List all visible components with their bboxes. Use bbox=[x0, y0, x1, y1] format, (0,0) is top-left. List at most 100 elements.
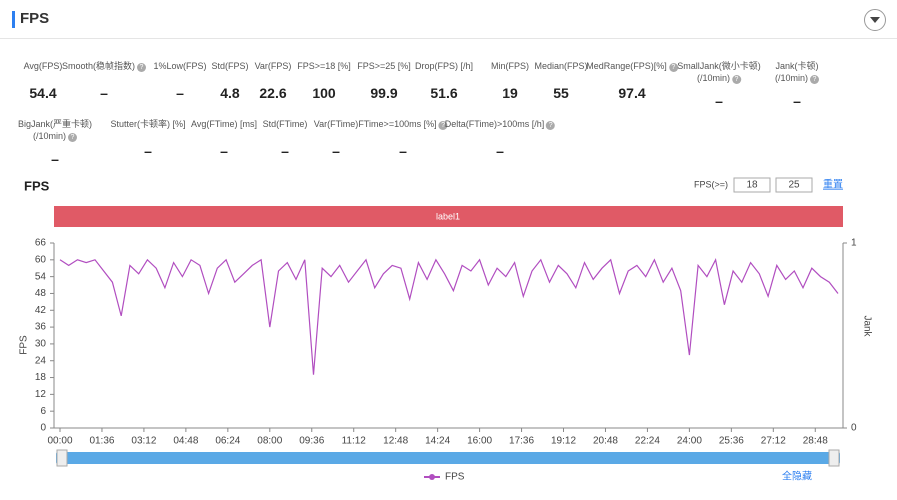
y-tick-label: 6 bbox=[40, 406, 46, 417]
stat-value: – bbox=[144, 143, 152, 159]
legend-swatch[interactable] bbox=[429, 474, 435, 480]
stat-label: Avg(FPS) bbox=[23, 61, 63, 71]
stat-value: 22.6 bbox=[259, 85, 287, 101]
stat-label: Stutter(卡顿率) [%] bbox=[110, 119, 186, 129]
band-label: label1 bbox=[436, 211, 460, 221]
stat-label: (/10min)? bbox=[18, 130, 92, 142]
help-icon[interactable]: ? bbox=[137, 63, 147, 72]
x-tick-label: 19:12 bbox=[551, 436, 576, 447]
x-tick-label: 03:12 bbox=[131, 436, 156, 447]
x-tick-label: 11:12 bbox=[342, 436, 367, 447]
stat: FPS>=18 [%] 100 bbox=[297, 60, 351, 101]
header: FPS bbox=[0, 0, 897, 39]
stat: Jank(卡顿) (/10min)? – bbox=[775, 60, 820, 109]
reset-button[interactable]: 重置 bbox=[823, 178, 843, 191]
accent bbox=[12, 11, 15, 28]
stat-value: 100 bbox=[312, 85, 336, 101]
stat-label: Std(FPS) bbox=[211, 61, 249, 71]
threshold-input[interactable] bbox=[775, 177, 813, 193]
stat-label: FPS>=18 [%] bbox=[297, 61, 351, 71]
stat: Std(FPS) 4.8 bbox=[211, 60, 248, 101]
stat-label: Delta(FTime)>100ms [/h]? bbox=[445, 118, 556, 130]
chart-title: FPS bbox=[24, 178, 50, 193]
y2-tick-label: 1 bbox=[851, 238, 857, 249]
stat-value: – bbox=[793, 93, 801, 109]
stat-label: FTime>=100ms [%]? bbox=[358, 118, 448, 130]
stat: Min(FPS) 19 bbox=[491, 60, 529, 101]
stat-label: (/10min)? bbox=[775, 72, 820, 84]
stat: Std(FTime) – bbox=[263, 118, 308, 159]
stat: Delta(FTime)>100ms [/h]? – bbox=[445, 118, 556, 159]
help-icon[interactable]: ? bbox=[732, 75, 742, 84]
y-tick-label: 66 bbox=[35, 238, 47, 249]
y-axis-label: FPS bbox=[19, 335, 30, 355]
threshold-label: FPS(>=) bbox=[694, 179, 728, 189]
stat: Avg(FPS) 54.4 bbox=[24, 60, 63, 101]
stat-value: – bbox=[496, 143, 504, 159]
stat-label: MedRange(FPS)[%]? bbox=[586, 60, 678, 72]
help-icon[interactable]: ? bbox=[810, 75, 820, 84]
stat: Drop(FPS) [/h] 51.6 bbox=[415, 60, 473, 101]
stat: FTime>=100ms [%]? – bbox=[358, 118, 448, 159]
stat-label: Min(FPS) bbox=[491, 61, 529, 71]
y-tick-label: 12 bbox=[35, 389, 47, 400]
x-tick-label: 28:48 bbox=[803, 436, 828, 447]
stat-value: 51.6 bbox=[430, 85, 458, 101]
stat-label: Std(FTime) bbox=[262, 119, 308, 129]
x-tick-label: 01:36 bbox=[89, 436, 114, 447]
help-icon[interactable]: ? bbox=[546, 121, 556, 130]
stat-value: 97.4 bbox=[618, 85, 646, 101]
threshold-value: 18 bbox=[746, 180, 758, 191]
stat-label: FPS>=25 [%] bbox=[357, 61, 411, 71]
x-tick-label: 24:00 bbox=[677, 436, 702, 447]
hide-all[interactable]: 全隐藏 bbox=[782, 470, 812, 483]
series-line bbox=[59, 257, 839, 375]
stat-value: – bbox=[51, 151, 59, 167]
stat-label: (/10min)? bbox=[677, 72, 761, 84]
stat-label: Jank(卡顿) bbox=[775, 61, 819, 71]
help-icon[interactable]: ? bbox=[438, 121, 448, 130]
x-tick-label: 22:24 bbox=[635, 436, 660, 447]
y-tick-label: 60 bbox=[35, 254, 47, 265]
x-tick-label: 27:12 bbox=[761, 436, 786, 447]
slider-track bbox=[56, 452, 840, 464]
stat-value: 55 bbox=[553, 85, 569, 101]
threshold-value: 25 bbox=[788, 180, 800, 191]
y-tick-label: 48 bbox=[35, 288, 47, 299]
stat-value: 4.8 bbox=[220, 85, 240, 101]
stat-label: Median(FPS) bbox=[534, 61, 588, 71]
x-tick-label: 04:48 bbox=[173, 436, 198, 447]
legend-label[interactable]: FPS bbox=[445, 472, 465, 483]
stat: SmallJank(微小卡顿) (/10min)? – bbox=[677, 60, 761, 109]
x-tick-label: 16:00 bbox=[467, 436, 492, 447]
stat-value: 19 bbox=[502, 85, 518, 101]
stat: Median(FPS) 55 bbox=[534, 60, 587, 101]
stat: Stutter(卡顿率) [%] – bbox=[110, 118, 185, 159]
stat-label: Var(FTime) bbox=[313, 119, 359, 129]
header-title: FPS bbox=[20, 10, 50, 27]
threshold-input[interactable] bbox=[733, 177, 771, 193]
y-tick-label: 42 bbox=[35, 305, 47, 316]
y-tick-label: 18 bbox=[35, 372, 47, 383]
slider-handle[interactable] bbox=[56, 449, 68, 467]
y-tick-label: 24 bbox=[35, 355, 47, 366]
dropdown[interactable] bbox=[864, 9, 886, 31]
stat-value: – bbox=[715, 93, 723, 109]
x-tick-label: 25:36 bbox=[719, 436, 744, 447]
stat-label: BigJank(严重卡顿) bbox=[17, 119, 93, 129]
help-icon[interactable]: ? bbox=[68, 133, 78, 142]
y2-tick-label: 0 bbox=[851, 423, 857, 434]
stat-label: Smooth(稳帧指数)? bbox=[62, 60, 147, 72]
y-tick-label: 0 bbox=[40, 423, 46, 434]
y-tick-label: 54 bbox=[35, 271, 47, 282]
stat: Var(FTime) – bbox=[314, 118, 359, 159]
slider-handle[interactable] bbox=[828, 449, 840, 467]
x-tick-label: 20:48 bbox=[593, 436, 618, 447]
help-icon[interactable]: ? bbox=[668, 63, 678, 72]
label-band bbox=[54, 206, 843, 227]
stat-label: SmallJank(微小卡顿) bbox=[677, 61, 761, 71]
stat-value: – bbox=[100, 85, 108, 101]
stat-label: Var(FPS) bbox=[254, 61, 292, 71]
